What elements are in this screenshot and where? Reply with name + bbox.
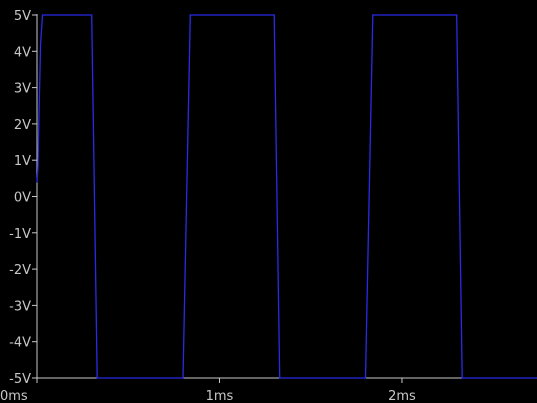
x-tick-label: 1ms [206,389,234,403]
series-point [36,181,38,183]
y-tick-label: 5V [14,9,31,24]
series-point [37,166,39,169]
x-tick-label: 2ms [388,389,416,403]
series-point [91,14,93,16]
y-tick-label: 2V [14,118,31,133]
series-point [372,14,374,16]
series-point [40,43,42,45]
y-tick-label: -1V [9,227,31,242]
y-tick-label: -4V [9,336,31,351]
series-point [273,14,275,16]
series-point [364,377,367,379]
series-point [96,377,98,379]
x-tick-label: 0ms [0,389,28,403]
y-tick-label: 4V [14,45,31,60]
y-tick-label: 0V [14,191,31,206]
series-point [456,14,458,16]
y-tick-label: 3V [14,82,31,97]
y-tick-label: -2V [9,263,31,278]
series-point [38,123,40,125]
series-point [461,377,463,379]
y-tick-label: 1V [14,154,31,169]
y-tick-label: -5V [9,372,31,387]
series-point [189,14,191,16]
y-tick-label: -3V [9,299,31,314]
series-point [41,14,44,16]
series-point [279,377,281,379]
series-point [182,377,184,379]
series-line [36,14,537,379]
